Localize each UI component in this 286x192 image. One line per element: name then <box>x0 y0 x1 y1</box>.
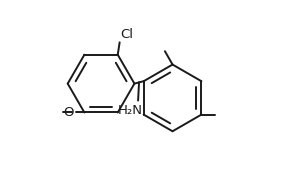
Text: Cl: Cl <box>121 28 134 41</box>
Text: H₂N: H₂N <box>118 104 143 117</box>
Text: O: O <box>63 106 74 119</box>
